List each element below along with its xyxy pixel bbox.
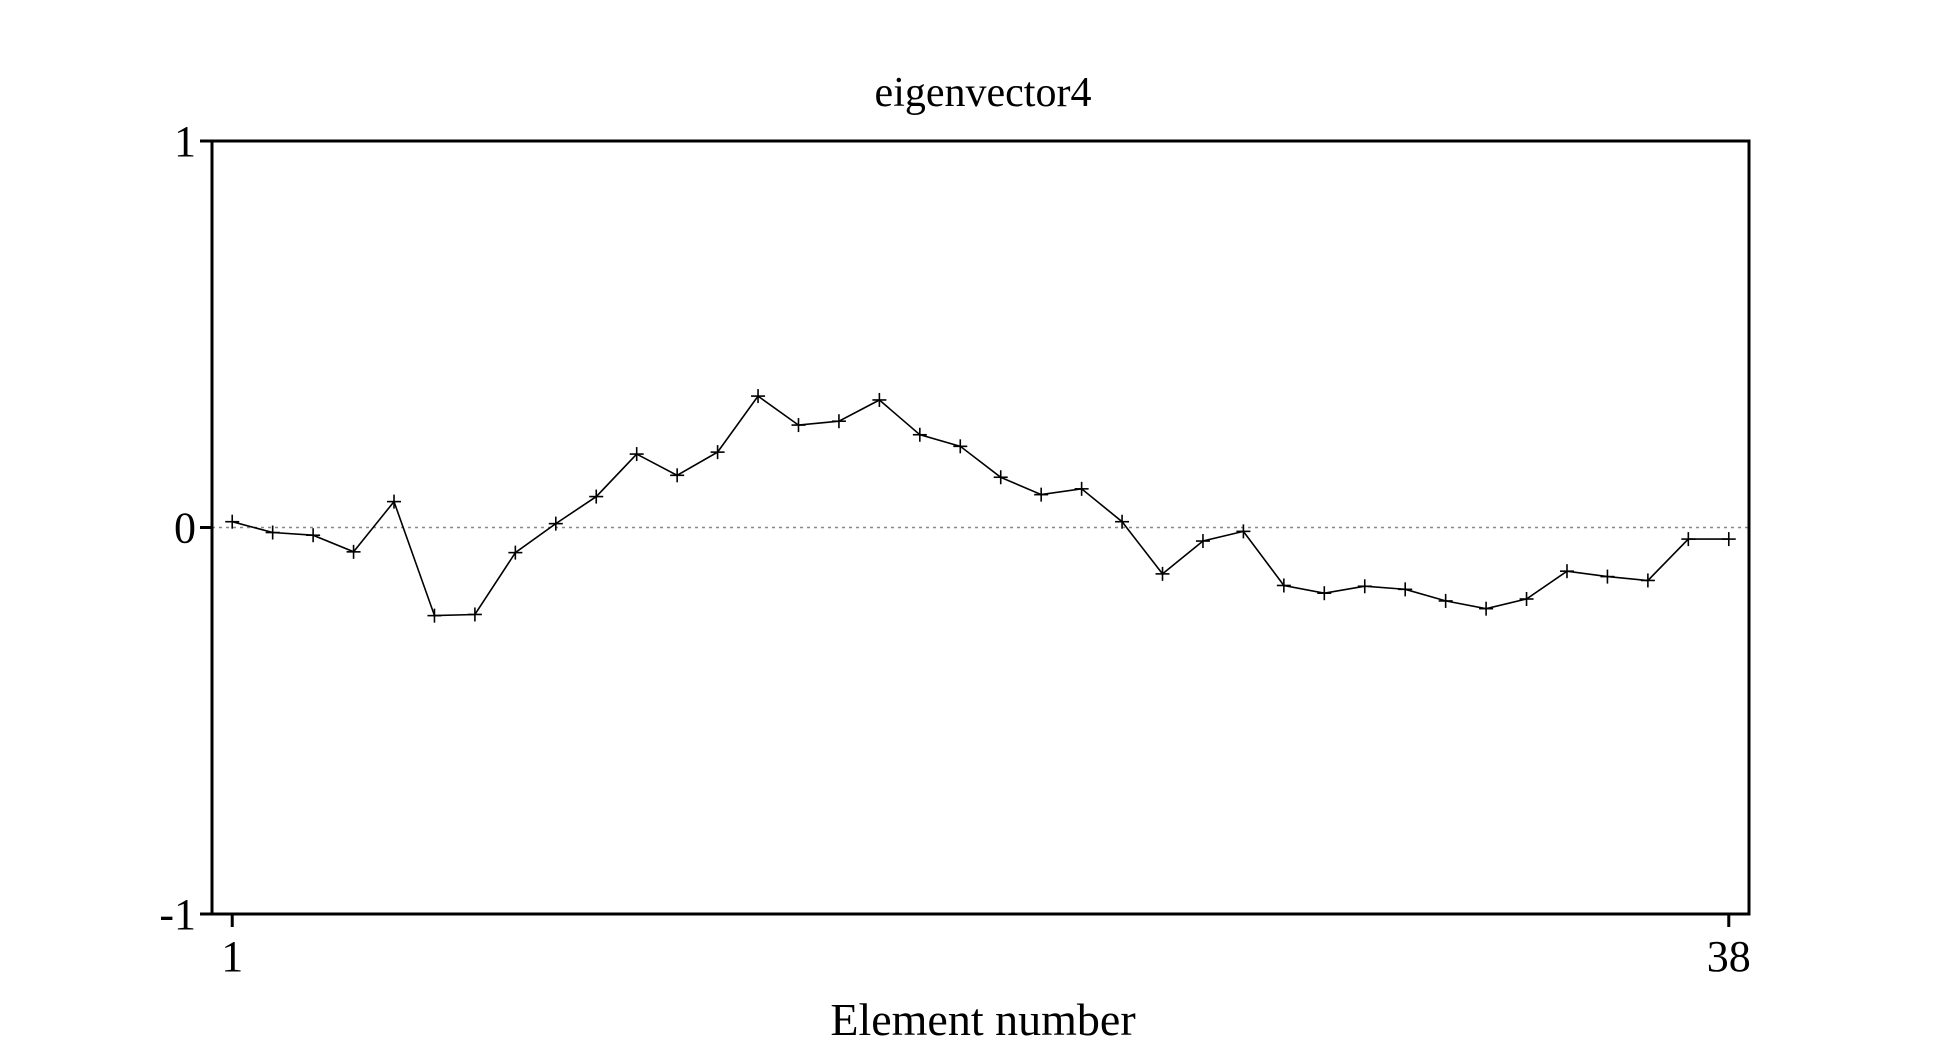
data-point [346, 544, 361, 559]
data-point [1519, 592, 1534, 607]
data-point [1721, 532, 1736, 547]
x-axis-label: Element number [830, 994, 1135, 1045]
data-point [467, 607, 482, 622]
data-point [791, 418, 806, 433]
data-point [831, 414, 846, 429]
data-point [1074, 481, 1089, 496]
y-axis: -1 0 1 [159, 117, 212, 939]
y-tick-label: -1 [159, 890, 196, 939]
data-point [306, 528, 321, 543]
data-point [1155, 566, 1170, 581]
data-point [548, 516, 563, 531]
data-point [670, 468, 685, 483]
data-point [953, 439, 968, 454]
data-point [387, 494, 402, 509]
y-tick-label: 0 [174, 504, 196, 553]
data-point [1681, 532, 1696, 547]
data-point [1236, 524, 1251, 539]
data-point [1479, 601, 1494, 616]
data-point [1600, 569, 1615, 584]
data-point [265, 525, 280, 540]
plot-frame [210, 139, 1751, 916]
series-layer [225, 389, 1736, 623]
data-point [1398, 582, 1413, 597]
data-point [993, 470, 1008, 485]
data-point [1034, 487, 1049, 502]
data-point [751, 389, 766, 404]
data-point [1317, 586, 1332, 601]
y-tick-label: 1 [174, 117, 196, 166]
data-point [1357, 579, 1372, 594]
data-point [1276, 578, 1291, 593]
data-point [508, 545, 523, 560]
data-point [427, 608, 442, 623]
data-point [1438, 593, 1453, 608]
data-point [872, 392, 887, 407]
data-point [1115, 514, 1130, 529]
data-point [1640, 573, 1655, 588]
data-point [589, 489, 604, 504]
data-point [1195, 534, 1210, 549]
series-line [231, 394, 1729, 617]
data-point [1559, 564, 1574, 579]
x-tick-label: 38 [1707, 932, 1751, 981]
x-axis: 1 38 [221, 914, 1751, 981]
data-point [225, 514, 240, 529]
data-point [710, 445, 725, 460]
chart-title: eigenvector4 [875, 70, 1092, 116]
data-point [629, 447, 644, 462]
x-tick-label: 1 [221, 932, 243, 981]
data-point [912, 427, 927, 442]
